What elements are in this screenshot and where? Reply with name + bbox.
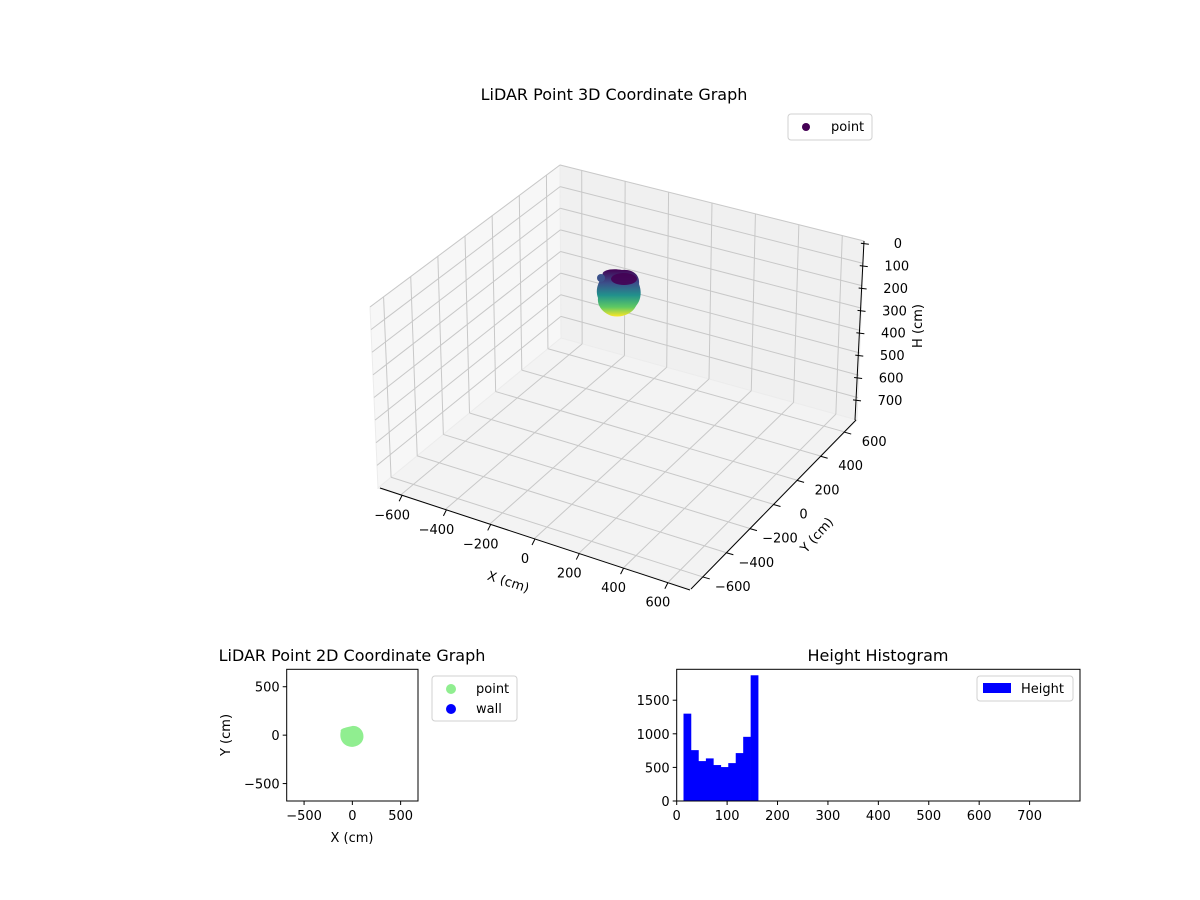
plot-3d: LiDAR Point 3D Coordinate Graph −600 −400… xyxy=(369,85,926,611)
svg-text:100: 100 xyxy=(715,809,740,824)
svg-text:LiDAR Point 2D Coordinate Grap: LiDAR Point 2D Coordinate Graph xyxy=(219,646,486,665)
svg-text:point: point xyxy=(476,682,509,697)
svg-text:0: 0 xyxy=(521,552,529,567)
svg-text:wall: wall xyxy=(476,702,502,717)
svg-text:100: 100 xyxy=(884,260,909,275)
svg-text:−500: −500 xyxy=(286,809,322,824)
svg-text:−200: −200 xyxy=(463,537,499,552)
svg-text:400: 400 xyxy=(866,809,891,824)
svg-text:0: 0 xyxy=(673,809,681,824)
svg-text:600: 600 xyxy=(645,596,670,611)
svg-text:−600: −600 xyxy=(715,580,751,595)
svg-text:1500: 1500 xyxy=(637,694,670,709)
svg-text:200: 200 xyxy=(557,567,582,582)
svg-text:500: 500 xyxy=(645,761,670,776)
svg-text:400: 400 xyxy=(601,581,626,596)
svg-text:Y (cm): Y (cm) xyxy=(219,714,234,757)
svg-text:−600: −600 xyxy=(374,508,410,523)
svg-text:200: 200 xyxy=(765,809,790,824)
svg-text:500: 500 xyxy=(880,349,905,364)
plot-2d: LiDAR Point 2D Coordinate Graph −500 −500 0… xyxy=(219,646,518,846)
svg-text:Height: Height xyxy=(1021,682,1064,697)
svg-text:500: 500 xyxy=(255,681,280,696)
plot-3d-legend: point xyxy=(787,113,873,141)
svg-text:600: 600 xyxy=(862,435,887,450)
svg-text:0: 0 xyxy=(661,795,669,810)
svg-text:−200: −200 xyxy=(762,532,798,547)
svg-text:Height Histogram: Height Histogram xyxy=(808,646,949,665)
plot-3d-point-cluster xyxy=(596,269,641,317)
height-histogram: Height Histogram 0 100 200 300 400 500 600 700 0 5… xyxy=(637,646,1081,824)
svg-text:600: 600 xyxy=(967,809,992,824)
svg-text:700: 700 xyxy=(1017,809,1042,824)
svg-text:600: 600 xyxy=(879,371,904,386)
svg-text:700: 700 xyxy=(878,394,903,409)
svg-text:0: 0 xyxy=(894,237,902,252)
svg-text:500: 500 xyxy=(388,809,413,824)
svg-text:X (cm): X (cm) xyxy=(485,569,531,597)
svg-text:−400: −400 xyxy=(419,523,455,538)
svg-text:200: 200 xyxy=(815,483,840,498)
plot-3d-title: LiDAR Point 3D Coordinate Graph xyxy=(481,85,748,104)
svg-text:300: 300 xyxy=(882,304,907,319)
svg-text:0: 0 xyxy=(271,729,279,744)
svg-text:−500: −500 xyxy=(244,778,280,793)
svg-text:200: 200 xyxy=(883,282,908,297)
svg-text:1000: 1000 xyxy=(637,728,670,743)
svg-text:0: 0 xyxy=(799,508,807,523)
svg-text:X (cm): X (cm) xyxy=(331,831,374,846)
svg-text:300: 300 xyxy=(816,809,841,824)
plot-3d-grid xyxy=(369,164,865,583)
svg-text:500: 500 xyxy=(916,809,941,824)
svg-text:0: 0 xyxy=(348,809,356,824)
svg-text:point: point xyxy=(831,120,864,135)
svg-text:−400: −400 xyxy=(738,556,774,571)
svg-text:H (cm): H (cm) xyxy=(911,304,926,348)
svg-text:400: 400 xyxy=(838,459,863,474)
svg-text:400: 400 xyxy=(881,327,906,342)
